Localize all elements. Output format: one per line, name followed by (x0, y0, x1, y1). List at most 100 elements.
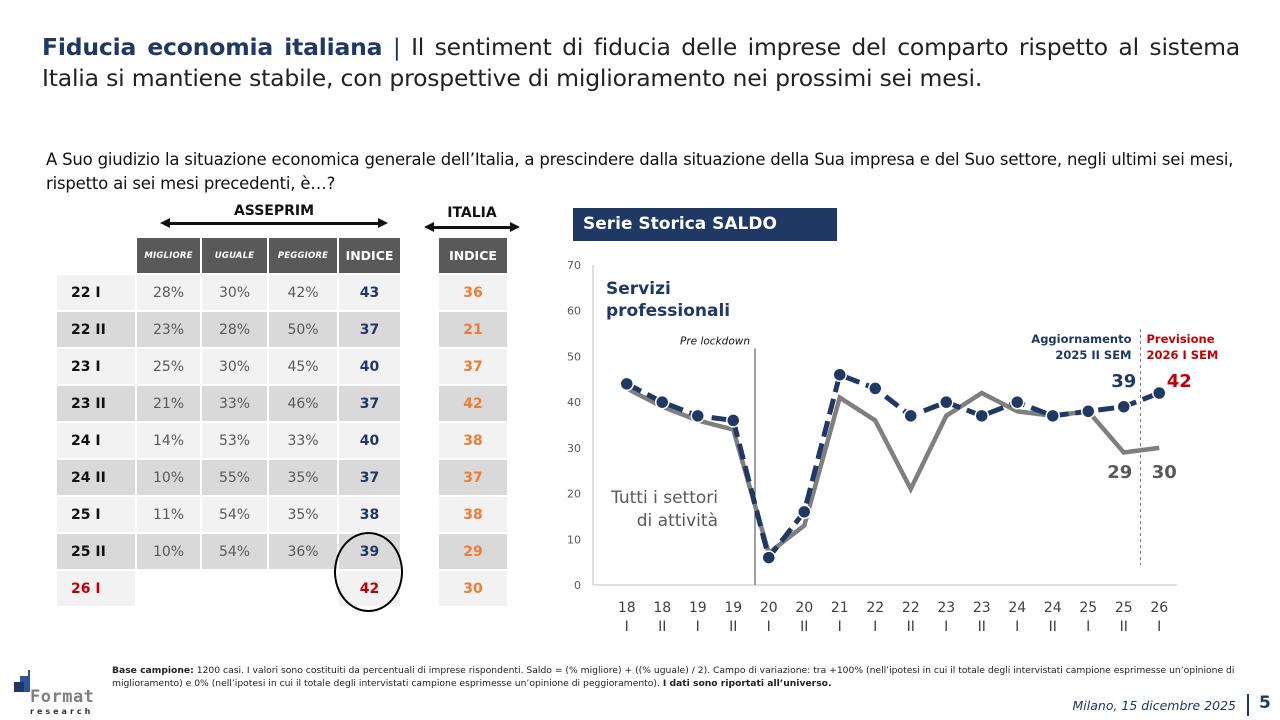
blank-header (57, 238, 135, 273)
y-tick-label: 50 (567, 350, 581, 363)
y-tick-label: 30 (567, 442, 581, 455)
col-uguale: UGUALE (202, 238, 267, 273)
italia-indice-cell: 38 (439, 497, 507, 532)
note-label: Base campione: (112, 665, 194, 676)
logo-subword: research (30, 707, 94, 716)
note-end: I dati sono riportati all’universo. (662, 678, 832, 689)
period-cell: 25 I (57, 497, 135, 532)
x-tick-semester: II (907, 619, 915, 635)
series-servizi-point (797, 504, 812, 520)
update-label-line2: 2025 II SEM (1055, 348, 1131, 362)
peggiore-cell (269, 571, 337, 606)
table-row: 24 II 10% 55% 35% 37 (57, 460, 400, 495)
x-tick-year: 24 (1008, 600, 1026, 616)
table-row: 38 (439, 497, 507, 532)
value-label-s2-forecast: 30 (1152, 462, 1177, 483)
table-row: 36 (439, 275, 507, 310)
note-text: 1200 casi. I valori sono costituiti da p… (112, 665, 1235, 689)
uguale-cell: 55% (202, 460, 267, 495)
peggiore-cell: 33% (269, 423, 337, 458)
x-tick-year: 26 (1150, 600, 1168, 616)
x-tick-year: 19 (689, 600, 707, 616)
peggiore-cell: 45% (269, 349, 337, 384)
x-tick-semester: I (1086, 619, 1090, 635)
uguale-cell: 30% (202, 275, 267, 310)
indice-cell: 40 (339, 349, 400, 384)
x-tick-semester: I (873, 619, 877, 635)
table-row: 21 (439, 312, 507, 347)
italia-indice-cell: 42 (439, 386, 507, 421)
migliore-cell: 10% (137, 534, 200, 569)
migliore-cell: 11% (137, 497, 200, 532)
x-tick-semester: I (625, 619, 629, 635)
period-cell: 24 II (57, 460, 135, 495)
series-servizi-line (625, 372, 1161, 561)
series-servizi-point (726, 413, 741, 428)
y-tick-label: 10 (567, 533, 581, 546)
italia-indice-cell: 37 (439, 349, 507, 384)
migliore-cell (137, 571, 200, 606)
series-servizi-point (868, 381, 883, 396)
x-tick-semester: I (838, 619, 842, 635)
series-servizi-point (1116, 399, 1131, 414)
italia-indice-cell: 36 (439, 275, 507, 310)
period-cell: 24 I (57, 423, 135, 458)
italia-double-arrow-icon (424, 222, 520, 232)
x-tick-year: 23 (937, 600, 955, 616)
x-tick-semester: II (729, 619, 737, 635)
period-cell: 25 II (57, 534, 135, 569)
y-tick-label: 0 (574, 579, 581, 592)
x-tick-year: 18 (618, 600, 636, 616)
migliore-cell: 21% (137, 386, 200, 421)
col-migliore: MIGLIORE (137, 238, 200, 273)
series-tutti-label-line2: di attività (637, 511, 718, 531)
uguale-cell: 28% (202, 312, 267, 347)
table-row: 37 (439, 349, 507, 384)
highlight-circle (334, 532, 403, 612)
pre-lockdown-label: Pre lockdown (680, 335, 750, 347)
italia-indice-cell: 29 (439, 534, 507, 569)
italia-table: INDICE 36 21 37 42 38 37 38 29 30 (437, 236, 509, 608)
table-row: 22 II 23% 28% 50% 37 (57, 312, 400, 347)
period-cell: 22 I (57, 275, 135, 310)
table-row: 23 I 25% 30% 45% 40 (57, 349, 400, 384)
x-tick-year: 19 (724, 600, 742, 616)
format-research-logo: Format research (8, 670, 108, 718)
report-date: Milano, 15 dicembre 2025 (1072, 698, 1236, 713)
uguale-cell: 33% (202, 386, 267, 421)
x-tick-semester: II (978, 619, 986, 635)
x-tick-year: 23 (973, 600, 991, 616)
col-indice: INDICE (339, 238, 400, 273)
x-tick-year: 22 (902, 600, 920, 616)
x-tick-year: 24 (1044, 600, 1062, 616)
forecast-label-line1: Previsione (1147, 332, 1215, 346)
series-servizi-point (1081, 404, 1096, 419)
chart-header: Serie Storica SALDO (573, 208, 837, 241)
value-label-s1-actual: 39 (1111, 371, 1136, 392)
indice-cell: 37 (339, 312, 400, 347)
peggiore-cell: 35% (269, 460, 337, 495)
asseprim-table: MIGLIORE UGUALE PEGGIORE INDICE 22 I 28% 3… (55, 236, 402, 608)
update-label-line1: Aggiornamento (1031, 332, 1131, 346)
forecast-label-line2: 2026 I SEM (1147, 348, 1219, 362)
uguale-cell: 30% (202, 349, 267, 384)
page-divider (1247, 694, 1249, 716)
series-servizi-point (619, 376, 634, 392)
peggiore-cell: 35% (269, 497, 337, 532)
x-tick-year: 20 (795, 600, 813, 616)
migliore-cell: 25% (137, 349, 200, 384)
x-tick-semester: I (1015, 619, 1019, 635)
italia-label: ITALIA (447, 205, 497, 221)
col-italia-indice: INDICE (439, 238, 507, 273)
series-servizi-point (1045, 408, 1060, 424)
x-tick-semester: II (1049, 619, 1057, 635)
peggiore-cell: 42% (269, 275, 337, 310)
uguale-cell (202, 571, 267, 606)
series-servizi-point (903, 408, 918, 424)
x-tick-year: 18 (653, 600, 671, 616)
italia-indice-cell: 21 (439, 312, 507, 347)
series-servizi-point (939, 394, 954, 410)
series-tutti-label-line1: Tutti i settori (610, 488, 718, 508)
table-row: 30 (439, 571, 507, 606)
table-row: 37 (439, 460, 507, 495)
